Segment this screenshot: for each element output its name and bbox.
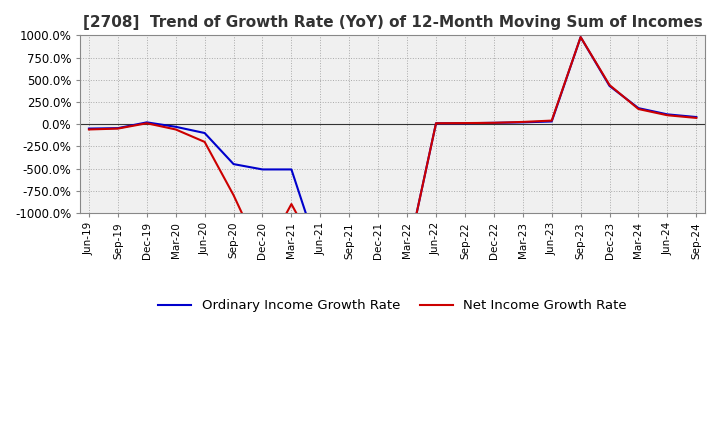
Ordinary Income Growth Rate — [114, 125, 122, 131]
Line: Ordinary Income Growth Rate: Ordinary Income Growth Rate — [89, 37, 696, 257]
Ordinary Income Growth Rate — [229, 161, 238, 167]
Net Income Growth Rate — [316, 255, 325, 260]
Net Income Growth Rate — [200, 139, 209, 145]
Net Income Growth Rate — [374, 255, 382, 260]
Net Income Growth Rate — [258, 255, 267, 260]
Ordinary Income Growth Rate — [490, 120, 498, 125]
Net Income Growth Rate — [345, 255, 354, 260]
Net Income Growth Rate — [229, 193, 238, 198]
Net Income Growth Rate — [85, 127, 94, 132]
Legend: Ordinary Income Growth Rate, Net Income Growth Rate: Ordinary Income Growth Rate, Net Income … — [153, 294, 632, 318]
Net Income Growth Rate — [114, 126, 122, 131]
Ordinary Income Growth Rate — [576, 34, 585, 40]
Ordinary Income Growth Rate — [547, 119, 556, 124]
Net Income Growth Rate — [518, 119, 527, 125]
Net Income Growth Rate — [143, 121, 151, 126]
Ordinary Income Growth Rate — [287, 167, 296, 172]
Ordinary Income Growth Rate — [374, 255, 382, 260]
Ordinary Income Growth Rate — [692, 114, 701, 120]
Net Income Growth Rate — [461, 121, 469, 126]
Ordinary Income Growth Rate — [143, 120, 151, 125]
Net Income Growth Rate — [547, 118, 556, 123]
Ordinary Income Growth Rate — [663, 112, 672, 117]
Ordinary Income Growth Rate — [85, 126, 94, 131]
Net Income Growth Rate — [576, 34, 585, 40]
Ordinary Income Growth Rate — [432, 121, 441, 126]
Ordinary Income Growth Rate — [345, 255, 354, 260]
Ordinary Income Growth Rate — [634, 106, 643, 111]
Net Income Growth Rate — [692, 115, 701, 121]
Net Income Growth Rate — [171, 127, 180, 132]
Ordinary Income Growth Rate — [171, 124, 180, 129]
Ordinary Income Growth Rate — [258, 167, 267, 172]
Net Income Growth Rate — [287, 202, 296, 207]
Net Income Growth Rate — [490, 120, 498, 125]
Line: Net Income Growth Rate: Net Income Growth Rate — [89, 37, 696, 257]
Net Income Growth Rate — [432, 121, 441, 126]
Ordinary Income Growth Rate — [518, 120, 527, 125]
Ordinary Income Growth Rate — [402, 255, 411, 260]
Ordinary Income Growth Rate — [200, 130, 209, 136]
Net Income Growth Rate — [663, 113, 672, 118]
Ordinary Income Growth Rate — [461, 121, 469, 126]
Net Income Growth Rate — [634, 106, 643, 112]
Ordinary Income Growth Rate — [606, 83, 614, 88]
Net Income Growth Rate — [606, 82, 614, 88]
Title: [2708]  Trend of Growth Rate (YoY) of 12-Month Moving Sum of Incomes: [2708] Trend of Growth Rate (YoY) of 12-… — [83, 15, 703, 30]
Net Income Growth Rate — [402, 255, 411, 260]
Ordinary Income Growth Rate — [316, 255, 325, 260]
